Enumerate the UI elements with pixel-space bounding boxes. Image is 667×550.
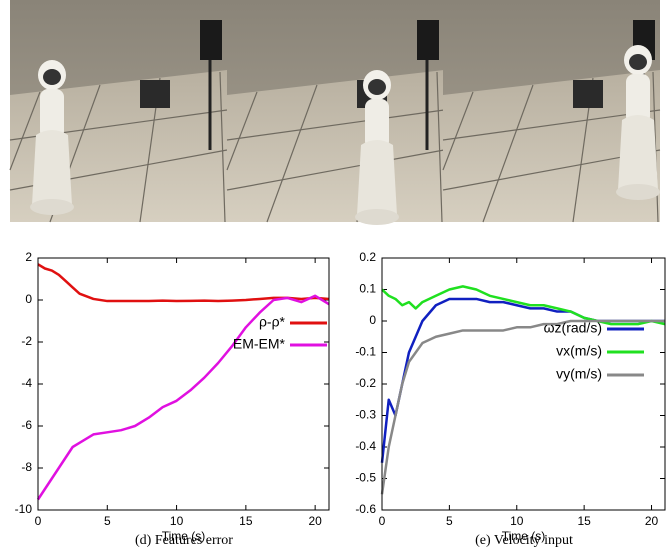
- x-tick-label: 10: [170, 514, 184, 528]
- y-tick-label: 0.2: [359, 250, 376, 264]
- x-tick-label: 20: [645, 514, 659, 528]
- y-tick-label: 0: [369, 313, 376, 327]
- y-tick-label: -0.5: [355, 471, 376, 485]
- x-axis-label: Time (s): [162, 529, 206, 543]
- x-tick-label: 5: [104, 514, 111, 528]
- legend-label: ρ-ρ*: [259, 314, 286, 330]
- photo-strip: [8, 0, 662, 225]
- legend-label: vx(m/s): [556, 343, 602, 359]
- plot-frame: [37, 257, 330, 511]
- y-tick-label: -10: [15, 502, 33, 516]
- y-tick-label: -0.2: [355, 376, 376, 390]
- y-tick-label: -0.1: [355, 345, 376, 359]
- data-line: [380, 319, 665, 495]
- legend-label: EM-EM*: [233, 336, 286, 352]
- x-tick-label: 20: [308, 514, 322, 528]
- y-tick-label: -0.4: [355, 439, 376, 453]
- legend-label: vy(m/s): [556, 366, 602, 382]
- x-tick-label: 15: [239, 514, 253, 528]
- x-axis-label: Time (s): [502, 529, 546, 543]
- caption: (e) Velocity input: [475, 533, 573, 548]
- x-tick-label: 0: [35, 514, 42, 528]
- x-tick-label: 5: [446, 514, 453, 528]
- x-tick-label: 15: [577, 514, 591, 528]
- data-line: [381, 285, 666, 326]
- data-line: [37, 263, 330, 303]
- data-line: [36, 294, 330, 501]
- plot-frame: [381, 257, 666, 511]
- legend-label: ωz(rad/s): [544, 320, 602, 336]
- y-tick-label: -4: [21, 376, 32, 390]
- y-tick-label: 0: [25, 292, 32, 306]
- y-tick-label: 2: [25, 250, 32, 264]
- y-tick-label: -8: [21, 460, 32, 474]
- y-tick-label: -0.6: [355, 502, 376, 516]
- y-tick-label: -6: [21, 418, 32, 432]
- x-tick-label: 0: [379, 514, 386, 528]
- y-tick-label: -2: [21, 334, 32, 348]
- caption: (d) Features error: [135, 533, 233, 548]
- y-tick-label: -0.3: [355, 408, 376, 422]
- x-tick-label: 10: [510, 514, 524, 528]
- y-tick-label: 0.1: [359, 282, 376, 296]
